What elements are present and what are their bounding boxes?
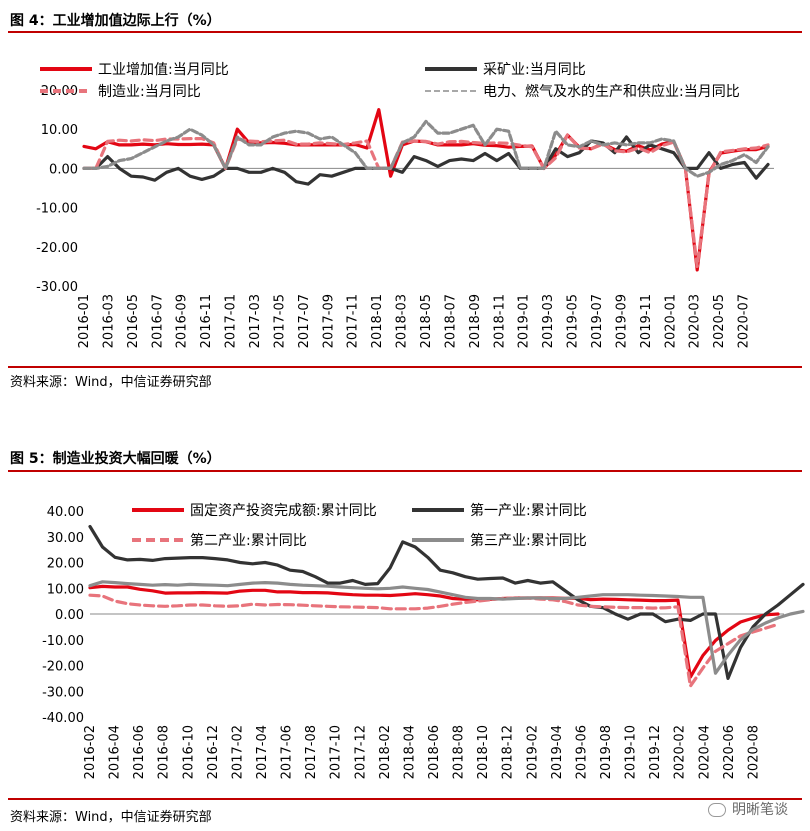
figure1-source: 资料来源：Wind，中信证券研究部 — [10, 375, 212, 390]
chart1-xtick-label: 2017-05 — [272, 294, 287, 348]
chart2-xtick-label: 2019-08 — [599, 725, 614, 779]
chart2-series-line-1 — [88, 584, 780, 679]
chart2-ytick-label: 20.00 — [47, 557, 84, 572]
chart2-xtick-label: 2016-06 — [132, 725, 147, 779]
chart1-xtick-label: 2016-11 — [199, 294, 214, 348]
chart1-series-line-1 — [82, 107, 770, 272]
chart1-ytick-label: -10.00 — [36, 202, 78, 217]
chart1-legend-label-1: 工业增加值:当月同比 — [98, 62, 229, 78]
chart2-legend-label-3: 第二产业:累计同比 — [190, 532, 307, 549]
figure1-title: 图 4：工业增加值边际上行（%） — [10, 13, 221, 29]
chart2-xtick-label: 2018-04 — [402, 725, 417, 779]
chart1-xtick-label: 2018-09 — [468, 294, 483, 348]
chart2-svg: -40.00 -30.00 -20.00 -10.00 0.00 10.00 20.00 30… — [42, 502, 805, 779]
chart2-xtick-label: 2017-08 — [304, 725, 319, 779]
watermark: 明晰笔谈 — [708, 799, 788, 819]
chart1-xtick-label: 2019-11 — [639, 294, 654, 348]
chart1-xtick-label: 2016-01 — [77, 294, 92, 348]
chart1-legend-label-3: 制造业:当月同比 — [98, 84, 201, 100]
chart1-series-line-2 — [82, 135, 770, 186]
chart1-series-line-3 — [82, 133, 770, 268]
chart1-xtick-label: 2017-03 — [248, 294, 263, 348]
chart2-ytick-label: 30.00 — [47, 531, 84, 546]
chart1-xtick-label: 2017-09 — [321, 294, 336, 348]
chart1-xtick-label: 2017-01 — [224, 294, 239, 348]
chart2-xtick-label: 2018-12 — [501, 725, 516, 779]
chart1-xtick-label: 2018-03 — [395, 294, 410, 348]
chart2-legend-label-2: 第一产业:累计同比 — [470, 502, 587, 519]
chart1-xtick-label: 2018-11 — [492, 294, 507, 348]
chart2-series-line-4 — [88, 580, 805, 675]
chart1-ytick-label: 0.00 — [49, 162, 78, 177]
chart1-xtick-label: 2018-05 — [419, 294, 434, 348]
chart2-legend-label-4: 第三产业:累计同比 — [470, 532, 587, 549]
chart1-legend-label-2: 采矿业:当月同比 — [483, 62, 586, 78]
chart1-xtick-label: 2016-05 — [126, 294, 141, 348]
chart1-xtick-label: 2020-03 — [688, 294, 703, 348]
chart2-xtick-label: 2017-10 — [329, 725, 344, 779]
chart2-ytick-label: -10.00 — [42, 634, 84, 649]
chart2-ytick-label: 0.00 — [55, 608, 84, 623]
chart1-xtick-label: 2019-07 — [590, 294, 605, 348]
chart2-xtick-label: 2019-04 — [550, 725, 565, 779]
chart2-xtick-label: 2020-06 — [722, 725, 737, 779]
chart2-xtick-label: 2017-06 — [280, 725, 295, 779]
chart2-xtick-label: 2017-02 — [230, 725, 245, 779]
chart1-xtick-label: 2020-07 — [737, 294, 752, 348]
figure2-bottom-rule — [8, 798, 802, 800]
chart2-legend-label-1: 固定资产投资完成额:累计同比 — [190, 503, 377, 519]
chart2-xtick-label: 2017-12 — [353, 725, 368, 779]
chart2-xtick-label: 2020-04 — [697, 725, 712, 779]
chart2-xtick-label: 2018-08 — [452, 725, 467, 779]
chart1-svg: -30.00-20.00-10.000.0010.0020.002016-012… — [36, 62, 774, 348]
chart2-xtick-label: 2019-06 — [574, 725, 589, 779]
chart2-xtick-label: 2020-02 — [673, 725, 688, 779]
chart2-xtick-label: 2016-08 — [157, 725, 172, 779]
chart2-xtick-label: 2019-10 — [624, 725, 639, 779]
chart1-legend-label-4: 电力、燃气及水的生产和供应业:当月同比 — [483, 83, 740, 100]
chart2-xtick-label: 2018-02 — [378, 725, 393, 779]
chart1-xtick-label: 2016-09 — [175, 294, 190, 348]
figure1-top-rule — [8, 31, 802, 33]
chart2-xtick-label: 2018-10 — [476, 725, 491, 779]
chart1-xtick-label: 2018-07 — [443, 294, 458, 348]
chart1-xtick-label: 2016-03 — [101, 294, 116, 348]
chart1-ytick-label: -20.00 — [36, 241, 78, 256]
chart2-xtick-label: 2016-02 — [83, 725, 98, 779]
chart2-ytick-label: 40.00 — [47, 505, 84, 520]
watermark-text: 明晰笔谈 — [732, 802, 788, 818]
figure2-top-rule — [8, 470, 802, 472]
chart2-xtick-label: 2017-04 — [255, 725, 270, 779]
chart2-xtick-label: 2016-10 — [181, 725, 196, 779]
chart2-ytick-label: 10.00 — [47, 582, 84, 597]
chart2-xtick-label: 2016-04 — [108, 725, 123, 779]
chart1-xtick-label: 2020-05 — [712, 294, 727, 348]
wechat-icon — [708, 803, 726, 817]
chart1-xtick-label: 2019-01 — [517, 294, 532, 348]
chart1-xtick-label: 2016-07 — [150, 294, 165, 348]
chart1-xtick-label: 2019-03 — [541, 294, 556, 348]
chart2-xtick-label: 2018-06 — [427, 725, 442, 779]
chart1-xtick-label: 2017-11 — [346, 294, 361, 348]
chart1-xtick-label: 2019-05 — [566, 294, 581, 348]
chart2-series-line-2 — [88, 524, 805, 680]
chart2-xtick-label: 2019-02 — [525, 725, 540, 779]
chart1-xtick-label: 2019-09 — [614, 294, 629, 348]
figure1-bottom-rule — [8, 366, 802, 368]
chart1-xtick-label: 2020-01 — [663, 294, 678, 348]
chart2-ytick-label: -40.00 — [42, 711, 84, 726]
figure2-source: 资料来源：Wind，中信证券研究部 — [10, 810, 212, 825]
chart2-ytick-label: -30.00 — [42, 685, 84, 700]
chart2-ytick-label: -20.00 — [42, 660, 84, 675]
chart2-xtick-label: 2020-08 — [746, 725, 761, 779]
chart1-series-line-4 — [82, 119, 770, 178]
chart1-ytick-label: -30.00 — [36, 280, 78, 295]
chart1-xtick-label: 2017-07 — [297, 294, 312, 348]
figure2-title: 图 5：制造业投资大幅回暖（%） — [10, 451, 221, 467]
chart2-series-line-3 — [88, 593, 780, 688]
chart2-xtick-label: 2016-12 — [206, 725, 221, 779]
chart1-ytick-label: 10.00 — [41, 123, 78, 138]
chart2-xtick-label: 2019-12 — [648, 725, 663, 779]
chart1-xtick-label: 2018-01 — [370, 294, 385, 348]
